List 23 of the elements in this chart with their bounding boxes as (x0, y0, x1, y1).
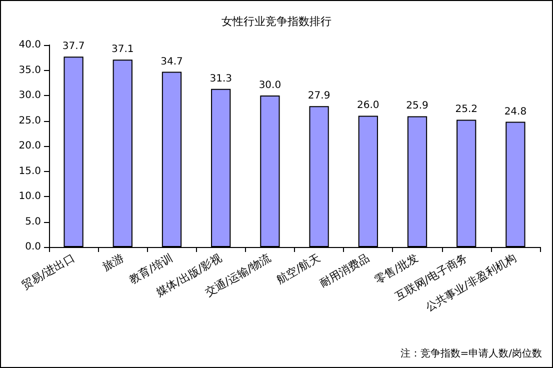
data-label: 34.7 (160, 56, 183, 68)
y-tick-label: 5.0 (25, 216, 41, 228)
chart-title: 女性行业竞争指数排行 (222, 15, 332, 28)
data-label: 31.3 (210, 73, 232, 84)
y-tick-label: 40.0 (18, 40, 41, 50)
data-label: 25.2 (455, 104, 478, 116)
data-label: 24.8 (504, 106, 527, 118)
x-tick-label: 贸易/进出口 (19, 251, 77, 292)
y-tick-label: 30.0 (18, 90, 41, 101)
data-label: 37.1 (112, 44, 134, 56)
data-label: 30.0 (258, 80, 282, 91)
text: 注：竞争指数=申请人数/岗位数 (400, 348, 542, 360)
x-tick-label: 旅游 (100, 251, 126, 274)
y-tick-label: 25.0 (18, 115, 41, 126)
y-tick-label: 15.0 (18, 166, 41, 177)
y-tick-label: 0.0 (25, 242, 41, 252)
y-tick-label: 10.0 (18, 191, 41, 202)
data-label: 26.0 (357, 100, 380, 112)
y-tick-label: 35.0 (18, 64, 41, 76)
data-label: 37.7 (62, 41, 85, 52)
data-label: 27.9 (308, 90, 330, 102)
data-label: 25.9 (406, 100, 428, 112)
y-tick-label: 20.0 (18, 140, 41, 152)
